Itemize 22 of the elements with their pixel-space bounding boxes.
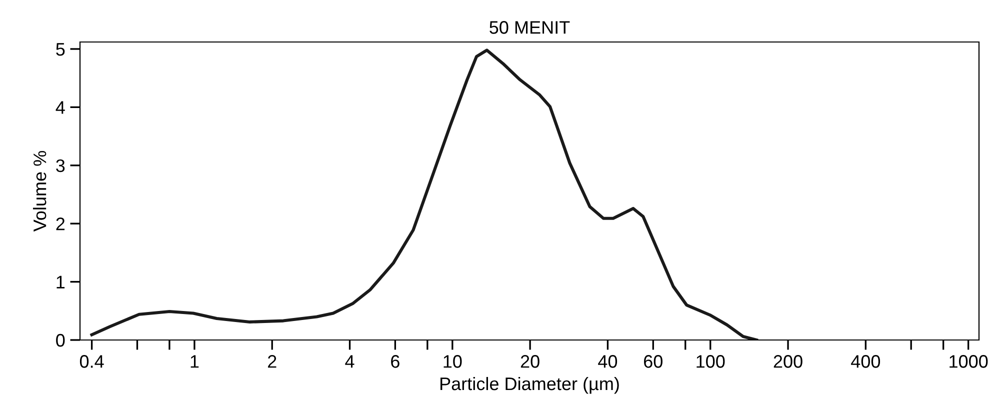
x-tick-label: 60 xyxy=(644,355,662,368)
x-tick-label: 2 xyxy=(268,355,276,368)
y-axis-title: Volume % xyxy=(32,150,46,232)
x-tick-label: 200 xyxy=(774,355,802,368)
x-tick-label: 100 xyxy=(696,355,725,368)
x-tick-label: 400 xyxy=(851,355,880,368)
x-tick-label: 20 xyxy=(520,355,540,368)
y-tick-label: 4 xyxy=(56,101,65,114)
y-tick-label: 1 xyxy=(56,276,65,288)
x-tick-label: 1 xyxy=(190,355,199,368)
x-tick-label: 40 xyxy=(598,355,618,368)
x-axis-title: Particle Diameter (µm) xyxy=(440,376,619,394)
x-tick-label: 0.4 xyxy=(80,355,104,368)
y-tick-label: 0 xyxy=(56,334,65,347)
x-tick-label: 1000 xyxy=(950,355,988,368)
chart-title: 50 MENIT xyxy=(490,21,570,34)
x-tick-label: 6 xyxy=(391,355,400,368)
x-tick-label: 10 xyxy=(444,355,462,368)
y-tick-label: 5 xyxy=(56,43,65,56)
x-tick-label: 4 xyxy=(345,355,354,368)
y-tick-label: 3 xyxy=(56,159,65,172)
y-tick-label: 2 xyxy=(56,218,65,230)
